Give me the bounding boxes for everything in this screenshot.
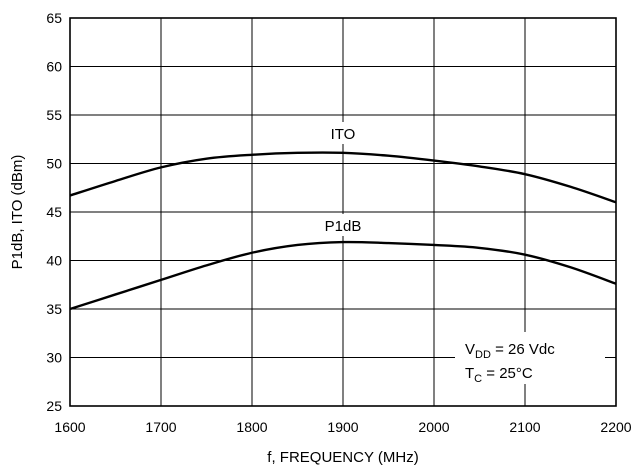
y-tick-label: 65 <box>46 10 62 26</box>
grid-layer <box>69 17 617 407</box>
curve-layer <box>69 151 617 311</box>
x-tick-label: 1700 <box>145 419 176 435</box>
y-tick-label: 30 <box>46 350 62 366</box>
series-line-p1db <box>69 240 617 311</box>
x-tick-label: 1800 <box>236 419 267 435</box>
x-tick-label: 1900 <box>327 419 358 435</box>
y-tick-label: 55 <box>46 107 62 123</box>
series-line-ito <box>69 151 617 204</box>
series-label-p1db: P1dB <box>325 218 362 235</box>
x-tick-label: 2100 <box>509 419 540 435</box>
plot-frame <box>69 17 617 407</box>
y-tick-label: 35 <box>46 301 62 317</box>
x-tick-labels: 1600 1700 1800 1900 2000 2100 2200 <box>54 419 631 435</box>
vdd-condition: VDD = 26 Vdc <box>465 341 555 361</box>
tc-condition: TC = 25°C <box>465 365 533 385</box>
y-tick-label: 25 <box>46 398 62 414</box>
x-axis-title: f, FREQUENCY (MHz) <box>267 449 418 466</box>
x-tick-label: 1600 <box>54 419 85 435</box>
conditions-note-background <box>455 332 605 384</box>
y-tick-label: 40 <box>46 253 62 269</box>
x-tick-label: 2200 <box>600 419 631 435</box>
y-tick-label: 50 <box>46 156 62 172</box>
y-tick-label: 45 <box>46 204 62 220</box>
x-tick-label: 2000 <box>418 419 449 435</box>
y-tick-labels: 25 30 35 40 45 50 55 60 65 <box>46 10 62 414</box>
y-tick-label: 60 <box>46 59 62 75</box>
p1db-label-background <box>314 214 372 236</box>
series-label-ito: ITO <box>331 126 356 143</box>
ito-label-background <box>322 122 364 144</box>
y-axis-title: P1dB, ITO (dBm) <box>9 155 26 270</box>
